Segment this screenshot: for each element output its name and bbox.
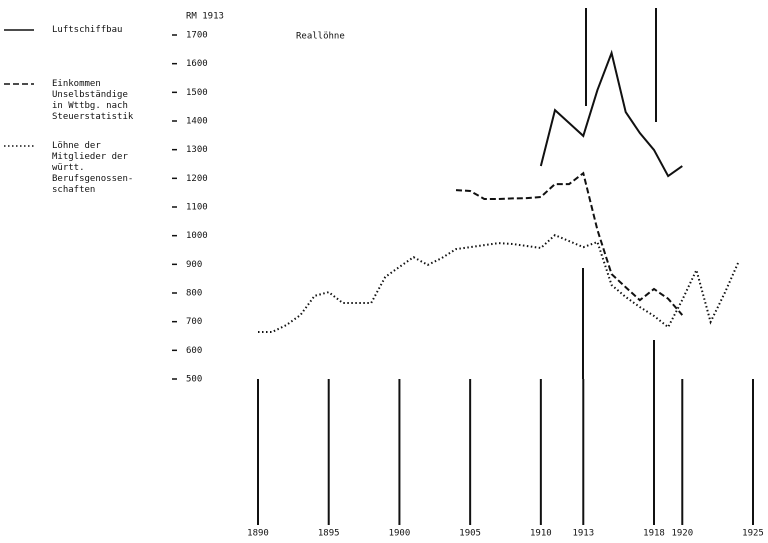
x-tick-label: 1900	[389, 529, 411, 539]
x-tick-label: 1895	[318, 529, 340, 539]
y-tick-label: 1300	[186, 145, 208, 155]
x-tick-label: 1925	[742, 529, 764, 539]
y-tick-label: 1600	[186, 59, 208, 69]
series-line	[539, 49, 683, 178]
y-tick-label: 900	[186, 260, 202, 270]
x-tick-label: 1918	[643, 529, 665, 539]
y-tick-label: 1200	[186, 174, 208, 184]
series-line	[455, 171, 684, 316]
y-tick-label: 1500	[186, 88, 208, 98]
decor-lines	[582, 8, 657, 379]
x-tick-label: 1913	[572, 529, 594, 539]
x-tick-label: 1910	[530, 529, 552, 539]
legend-label: Löhne der Mitglieder der württ. Berufsge…	[52, 141, 134, 195]
y-tick-label: 1100	[186, 203, 208, 213]
x-tick-label: 1890	[247, 529, 269, 539]
y-tick-label: 600	[186, 346, 202, 356]
y-tick-label: 1000	[186, 231, 208, 241]
y-tick-label: 1400	[186, 117, 208, 127]
x-tick-label: 1905	[459, 529, 481, 539]
legend-label: Einkommen Unselbständige in Wttbg. nach …	[52, 79, 134, 122]
y-axis-label: RM 1913	[186, 12, 224, 22]
x-tick-label: 1920	[671, 529, 693, 539]
y-tick-label: 1700	[186, 31, 208, 41]
legend-label: Luftschiffbau	[52, 25, 123, 35]
y-tick-label: 800	[186, 289, 202, 299]
chart-title: Reallöhne	[296, 32, 345, 42]
y-tick-label: 500	[186, 375, 202, 385]
series-line	[258, 233, 740, 333]
y-tick-label: 700	[186, 317, 202, 327]
